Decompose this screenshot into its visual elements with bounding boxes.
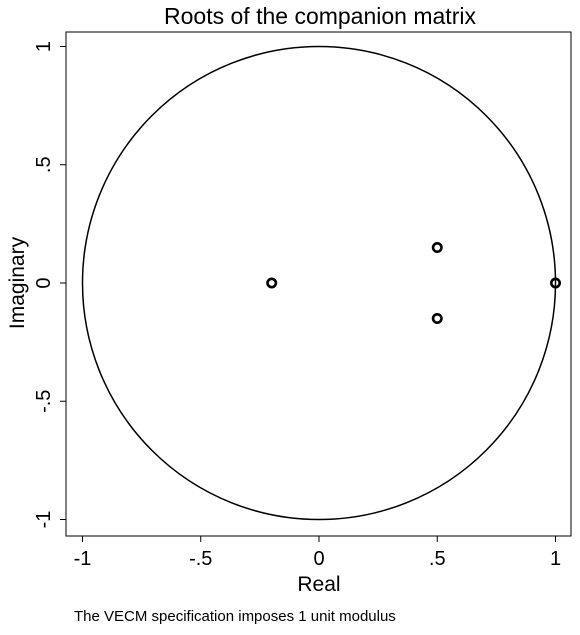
y-tick-label: 0 [33,277,55,288]
x-tick-label: .5 [429,548,446,570]
y-axis-label: Imaginary [6,236,29,329]
points-layer [266,242,561,324]
chart-note: The VECM specification imposes 1 unit mo… [74,608,396,625]
x-tick-label: -.5 [189,548,212,570]
chart-title: Roots of the companion matrix [164,3,476,29]
plot-frame [65,31,572,537]
unit-circle-layer [81,45,557,521]
x-axis: -1 -.5 0 .5 1 [74,536,561,570]
x-axis-label: Real [297,573,340,596]
root-point [549,277,561,289]
x-tick-label: 1 [550,548,561,570]
y-axis: -1 -.5 0 .5 1 [33,41,66,528]
x-tick-label: 0 [313,548,324,570]
y-tick-label: .5 [33,156,55,173]
unit-circle [81,45,557,521]
x-tick-label: -1 [74,548,92,570]
y-tick-label: -.5 [33,390,55,413]
root-point [266,277,278,289]
y-tick-label: -1 [33,511,55,529]
y-tick-label: 1 [33,41,55,52]
root-point [431,312,443,324]
root-point [431,242,443,254]
